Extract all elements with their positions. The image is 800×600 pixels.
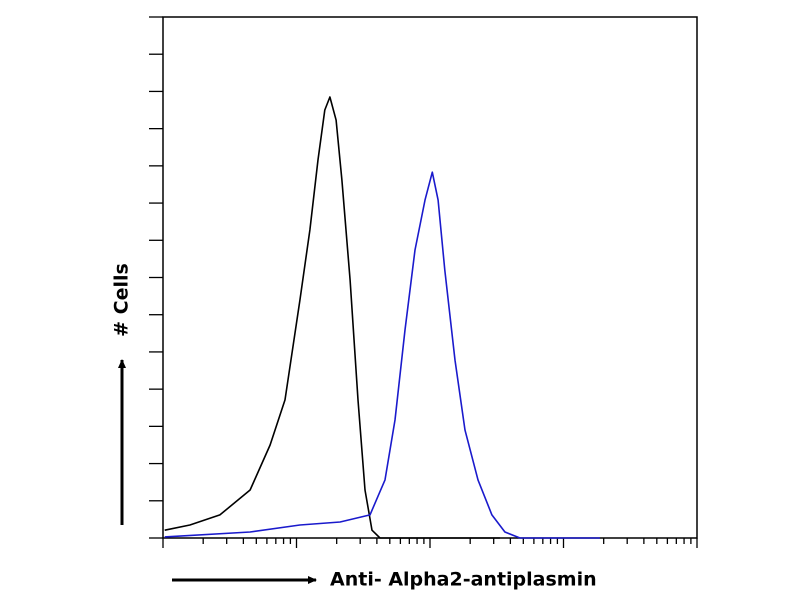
y-axis-label: # Cells (111, 263, 133, 337)
histogram-line (164, 96, 500, 539)
histogram-line (164, 171, 600, 539)
plot-frame (162, 16, 698, 539)
x-axis-label: Anti- Alpha2-antiplasmin (330, 569, 597, 591)
